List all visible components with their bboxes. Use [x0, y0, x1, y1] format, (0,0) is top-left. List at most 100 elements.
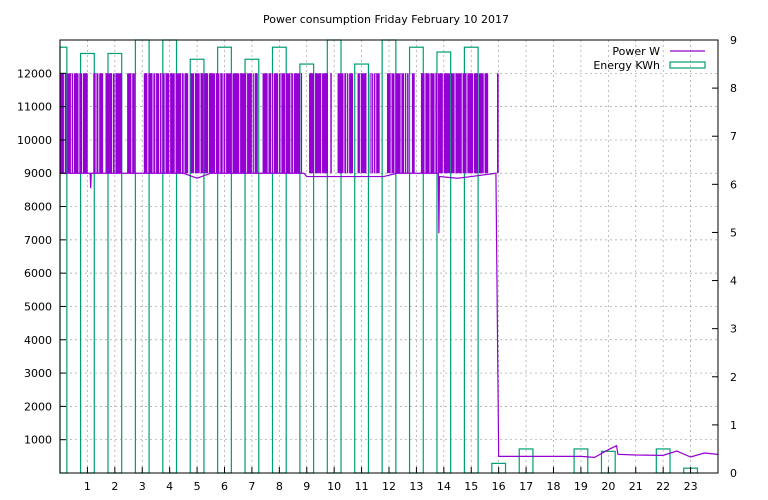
chart-title: Power consumption Friday February 10 201…	[263, 13, 509, 26]
power-spike-17	[153, 73, 156, 174]
y-right-tick-label-2: 2	[730, 371, 737, 384]
power-spike-59	[360, 73, 367, 174]
power-spike-30	[209, 73, 216, 174]
power-spike-52	[322, 73, 329, 174]
power-spike-7	[93, 73, 96, 174]
x-tick-label-15: 16	[492, 480, 506, 493]
x-tick-label-11: 12	[382, 480, 396, 493]
power-spike-72	[425, 73, 430, 174]
power-spike-14	[132, 73, 135, 174]
power-spike-83	[484, 73, 489, 174]
power-series	[60, 73, 719, 458]
power-spike-25	[184, 73, 189, 174]
power-spike-31	[215, 73, 220, 174]
y-right-tick-label-5: 5	[730, 226, 737, 239]
power-active-band	[60, 73, 499, 174]
y-left-tick-label-5: 6000	[24, 267, 52, 280]
y-right-tick-label-9: 9	[730, 34, 737, 47]
y-left-tick-label-11: 12000	[17, 67, 52, 80]
power-spike-82	[478, 73, 484, 174]
x-tick-label-14: 15	[464, 480, 478, 493]
power-spike-54	[337, 73, 344, 174]
y-right-tick-label-1: 1	[730, 419, 737, 432]
power-spike-3	[71, 73, 74, 174]
power-spike-26	[190, 73, 195, 174]
power-spike-33	[223, 73, 226, 174]
power-spike-32	[220, 73, 223, 174]
power-spike-8	[96, 73, 99, 174]
power-spike-24	[181, 73, 184, 174]
x-tick-label-18: 19	[574, 480, 588, 493]
power-spike-22	[170, 73, 175, 174]
power-spike-19	[159, 73, 162, 174]
y-left-tick-label-3: 4000	[24, 334, 52, 347]
x-tick-label-19: 20	[601, 480, 615, 493]
power-spike-77	[450, 73, 455, 174]
power-spike-23	[175, 73, 182, 174]
x-tick-label-9: 10	[327, 480, 341, 493]
legend-label-power: Power W	[612, 45, 660, 58]
power-spike-74	[435, 73, 438, 174]
x-tick-label-17: 18	[547, 480, 561, 493]
power-spike-38	[252, 73, 254, 174]
x-tick-label-21: 22	[656, 480, 670, 493]
power-spike-1	[64, 73, 67, 174]
power-spike-44	[279, 73, 281, 174]
y-right-tick-label-3: 3	[730, 323, 737, 336]
x-tick-label-6: 7	[248, 480, 255, 493]
power-line	[60, 172, 719, 458]
y-right-tick-label-4: 4	[730, 275, 737, 288]
x-tick-label-1: 2	[111, 480, 118, 493]
y-left-tick-label-2: 3000	[24, 367, 52, 380]
power-spike-10	[105, 73, 113, 174]
power-spike-4	[73, 73, 79, 174]
x-tick-label-13: 14	[437, 480, 451, 493]
power-spike-41	[268, 73, 272, 174]
power-spike-78	[455, 73, 462, 174]
power-spike-60	[369, 73, 371, 174]
power-spike-28	[200, 73, 204, 174]
legend-swatch-energy	[669, 61, 706, 69]
power-spike-75	[437, 73, 443, 174]
y-left-tick-label-7: 8000	[24, 201, 52, 214]
x-tick-label-10: 11	[355, 480, 369, 493]
x-tick-label-7: 8	[276, 480, 283, 493]
power-spike-29	[204, 73, 209, 174]
power-spike-56	[347, 73, 349, 174]
x-tick-label-2: 3	[139, 480, 146, 493]
power-spike-34	[226, 73, 232, 174]
power-spike-2	[67, 73, 71, 174]
power-spike-61	[371, 73, 373, 174]
power-spike-63	[376, 73, 380, 174]
power-spike-66	[395, 73, 401, 174]
power-spike-73	[430, 73, 435, 174]
power-spike-20	[162, 73, 165, 174]
power-spike-35	[232, 73, 240, 174]
power-spike-62	[373, 73, 376, 174]
power-spike-43	[273, 73, 279, 174]
power-spike-13	[127, 73, 132, 174]
power-spike-51	[315, 73, 322, 174]
power-spike-68	[404, 73, 407, 174]
y-right-tick-label-0: 0	[730, 467, 737, 480]
x-tick-label-8: 9	[303, 480, 310, 493]
power-spike-50	[309, 73, 315, 174]
power-spike-12	[115, 73, 123, 174]
power-spike-58	[357, 73, 360, 174]
power-spike-18	[156, 73, 160, 174]
power-spike-15	[143, 73, 148, 174]
power-spike-76	[443, 73, 451, 174]
power-spike-80	[467, 73, 474, 174]
grid-layer	[60, 40, 718, 473]
x-tick-label-16: 17	[519, 480, 533, 493]
power-spike-70	[411, 73, 415, 174]
power-spike-27	[194, 73, 200, 174]
y-right-tick-label-6: 6	[730, 178, 737, 191]
power-spike-81	[473, 73, 479, 174]
legend-label-energy: Energy KWh	[593, 59, 660, 72]
y-left-tick-label-8: 9000	[24, 167, 52, 180]
power-spike-40	[262, 73, 268, 174]
power-spike-71	[420, 73, 425, 174]
